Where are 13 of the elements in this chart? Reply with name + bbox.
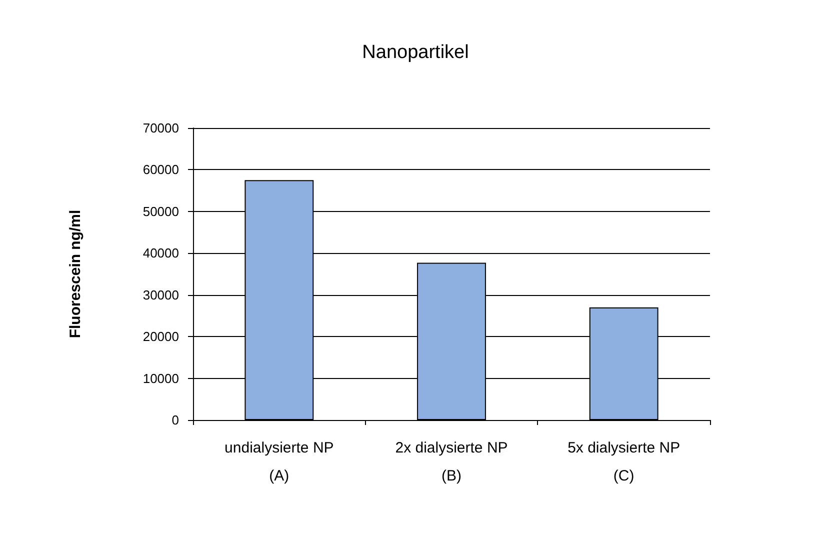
chart-title: Nanopartikel — [362, 42, 469, 63]
y-tick-label: 0 — [172, 412, 179, 428]
x-tick-label: 2x dialysierte NP (B) — [395, 440, 508, 484]
y-tick-label: 20000 — [142, 329, 179, 344]
x-tick-label: undialysierte NP (A) — [224, 440, 334, 484]
y-tick-label: 70000 — [142, 120, 179, 136]
y-tick-label: 50000 — [142, 204, 179, 219]
y-tick-label: 30000 — [142, 287, 179, 302]
y-tick-label: 10000 — [142, 370, 179, 386]
y-tick-label: 60000 — [142, 162, 179, 178]
y-axis-title: Fluorescein ng/ml — [67, 210, 84, 338]
x-tick-label: 5x dialysierte NP (C) — [568, 440, 680, 484]
y-tick-label: 40000 — [142, 246, 179, 261]
